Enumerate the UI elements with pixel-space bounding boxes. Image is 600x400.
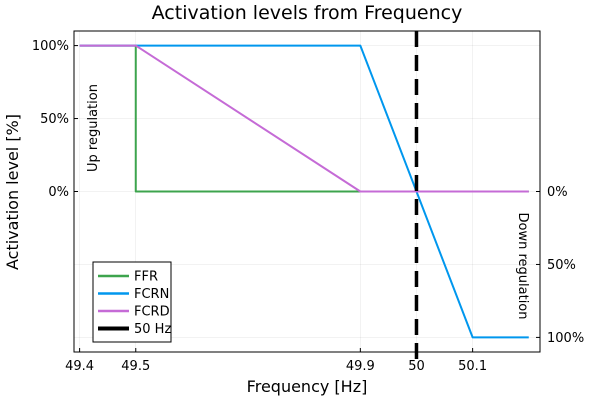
x-tick-label: 50: [408, 359, 425, 374]
legend-items: FFR FCRN FCRD 50 Hz: [98, 270, 171, 337]
y-axis-label: Activation level [%]: [3, 114, 22, 270]
annotation-down-regulation: Down regulation: [515, 213, 530, 320]
series-layer: [79, 44, 529, 339]
x-tick-label: 49.5: [121, 359, 150, 374]
x-tick-label: 50.1: [458, 359, 487, 374]
legend-label-fcrn: FCRN: [134, 287, 169, 302]
y-right-tick-label: 0%: [547, 185, 568, 200]
legend: FFR FCRN FCRD 50 Hz: [92, 261, 172, 343]
annotation-up-regulation: Up regulation: [86, 84, 101, 172]
chart-title: Activation levels from Frequency: [152, 2, 463, 24]
y-right-tick-label: 50%: [547, 258, 576, 273]
legend-label-ffr: FFR: [134, 270, 158, 285]
legend-label-50hz: 50 Hz: [134, 322, 171, 337]
series-line-fcrd: [79, 44, 529, 193]
y-right-tick-label: 100%: [547, 331, 584, 346]
legend-label-fcrd: FCRD: [134, 305, 170, 320]
x-tick-label: 49.4: [65, 359, 94, 374]
x-axis-label: Frequency [Hz]: [247, 377, 368, 396]
tick-layer: 49.4 49.5 49.9 50 50.1 100% 50% 0% 0% 50% 100%: [32, 39, 584, 374]
x-tick-label: 49.9: [346, 359, 375, 374]
y-left-tick-label: 100%: [32, 39, 69, 54]
y-left-tick-label: 50%: [40, 112, 69, 127]
y-left-tick-label: 0%: [48, 185, 69, 200]
